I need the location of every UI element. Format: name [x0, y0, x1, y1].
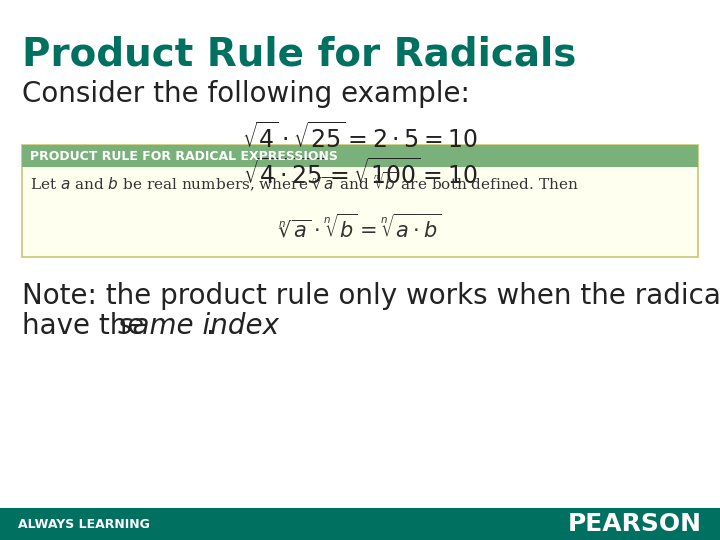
Text: .: .: [206, 312, 215, 340]
Text: Product Rule for Radicals: Product Rule for Radicals: [22, 35, 577, 73]
Text: $\sqrt{4} \cdot \sqrt{25} = 2 \cdot 5 = 10$: $\sqrt{4} \cdot \sqrt{25} = 2 \cdot 5 = …: [242, 122, 478, 152]
Text: Consider the following example:: Consider the following example:: [22, 80, 470, 108]
Text: $\sqrt[n]{a} \cdot \sqrt[n]{b} = \sqrt[n]{a \cdot b}$: $\sqrt[n]{a} \cdot \sqrt[n]{b} = \sqrt[n…: [279, 213, 441, 241]
Text: Let $a$ and $b$ be real numbers, where $\sqrt[n]{a}$ and $\sqrt[n]{b}$ are both : Let $a$ and $b$ be real numbers, where $…: [30, 171, 579, 194]
Text: Note: the product rule only works when the radicals: Note: the product rule only works when t…: [22, 282, 720, 310]
FancyBboxPatch shape: [22, 145, 698, 167]
Text: $\sqrt{4 \cdot 25} = \sqrt{100} = 10$: $\sqrt{4 \cdot 25} = \sqrt{100} = 10$: [243, 158, 477, 188]
Text: have the: have the: [22, 312, 153, 340]
Text: PRODUCT RULE FOR RADICAL EXPRESSIONS: PRODUCT RULE FOR RADICAL EXPRESSIONS: [30, 150, 338, 163]
FancyBboxPatch shape: [0, 508, 720, 540]
Text: PEARSON: PEARSON: [568, 512, 702, 536]
Text: same index: same index: [118, 312, 279, 340]
FancyBboxPatch shape: [22, 145, 698, 257]
Text: ALWAYS LEARNING: ALWAYS LEARNING: [18, 517, 150, 530]
